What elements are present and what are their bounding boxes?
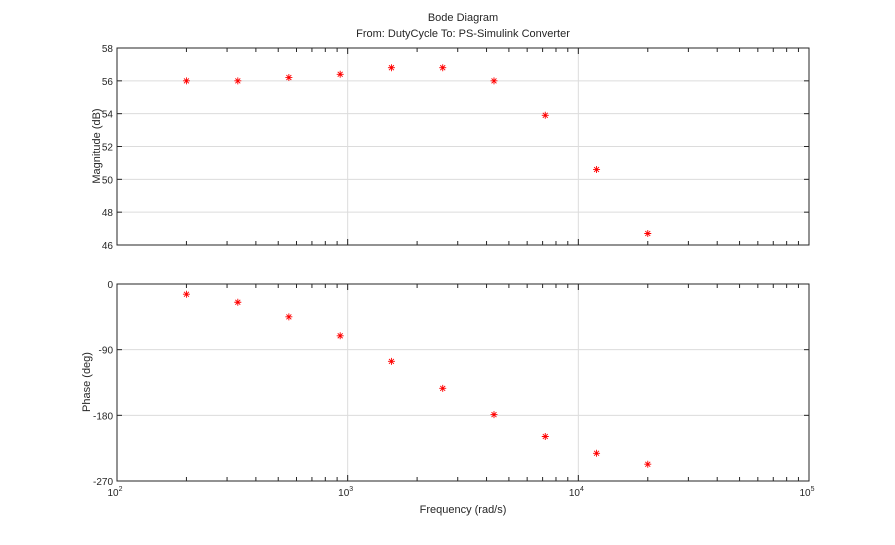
data-point <box>644 460 652 468</box>
data-point <box>285 313 293 321</box>
data-point <box>336 70 344 78</box>
data-point <box>182 77 190 85</box>
x-axis-label: Frequency (rad/s) <box>420 504 507 516</box>
data-point <box>490 77 498 85</box>
x-tick-label: 103 <box>338 486 353 499</box>
data-point <box>336 332 344 340</box>
data-point <box>644 230 652 238</box>
y-tick-label: 0 <box>107 280 113 291</box>
plot-area <box>117 284 809 481</box>
y-tick-label: 50 <box>102 175 114 186</box>
y-axis-label-phase: Phase (deg) <box>81 352 93 412</box>
y-tick-label: 58 <box>102 44 114 55</box>
data-point <box>541 111 549 119</box>
data-point <box>593 165 601 173</box>
x-tick-label: 102 <box>107 486 122 499</box>
y-tick-label: -180 <box>93 411 113 422</box>
y-tick-label: 56 <box>102 77 114 88</box>
data-point <box>285 74 293 82</box>
chart-subtitle: From: DutyCycle To: PS-Simulink Converte… <box>356 28 570 40</box>
data-point <box>387 357 395 365</box>
y-tick-label: 54 <box>102 110 114 121</box>
axes-box <box>116 283 810 482</box>
data-point <box>182 290 190 298</box>
chart-title: Bode Diagram <box>428 12 498 24</box>
y-tick-label: 46 <box>102 241 114 252</box>
y-tick-label: -90 <box>99 346 114 357</box>
data-point <box>439 64 447 72</box>
y-axis-label-magnitude: Magnitude (dB) <box>91 108 103 183</box>
x-tick-label: 104 <box>569 486 584 499</box>
data-point <box>593 449 601 457</box>
data-point <box>387 64 395 72</box>
axes-box <box>116 47 810 246</box>
data-point <box>541 432 549 440</box>
data-point <box>490 411 498 419</box>
data-point <box>234 77 242 85</box>
data-point <box>234 298 242 306</box>
data-point <box>439 384 447 392</box>
y-tick-label: 52 <box>102 143 114 154</box>
y-tick-label: -270 <box>93 477 113 488</box>
x-tick-label: 105 <box>799 486 814 499</box>
y-tick-label: 48 <box>102 208 114 219</box>
